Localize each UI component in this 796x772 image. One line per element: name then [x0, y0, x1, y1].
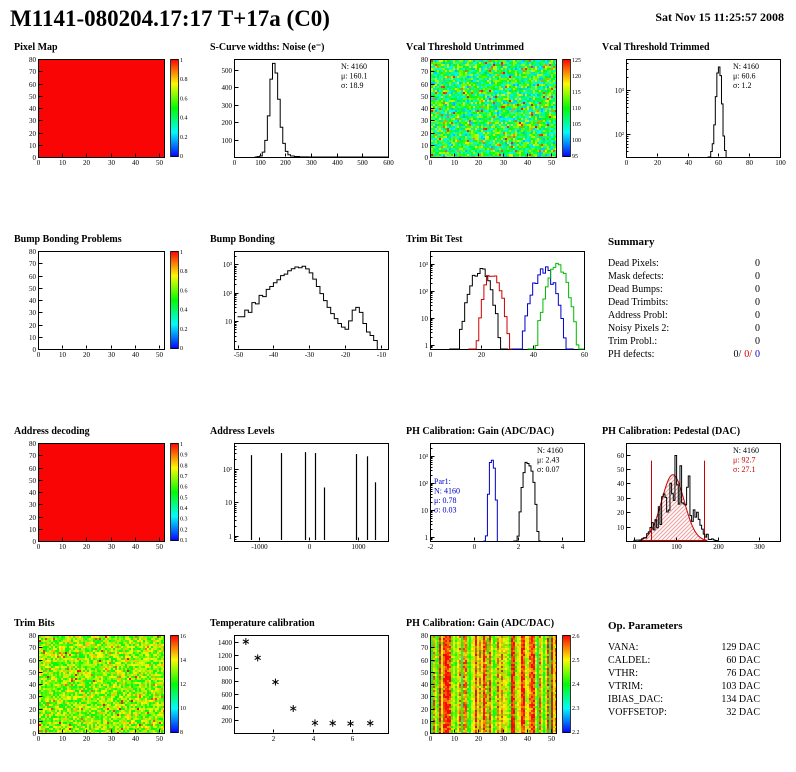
- summary-row-label: Dead Pixels:: [608, 258, 659, 269]
- summary-row-label: PH defects:: [608, 349, 655, 360]
- ph-gain-heatmap: [404, 630, 592, 746]
- summary-row: Address Probl: 0: [608, 309, 760, 322]
- ph-defects-values: 0/0/0: [730, 348, 760, 361]
- chart-title: S-Curve widths: Noise (e⁻): [210, 42, 325, 53]
- page-title: M1141-080204.17:17 T+17a (C0): [10, 6, 330, 31]
- summary-row: Dead Trimbits: 0: [608, 296, 760, 309]
- summary-row: Dead Pixels: 0: [608, 257, 760, 270]
- chart-title: Vcal Threshold Trimmed: [602, 42, 710, 53]
- op-parameter-row: VOFFSETOP: 32 DAC: [608, 706, 760, 719]
- op-parameter-value: 32 DAC: [726, 707, 760, 718]
- panel-ph-gain-histogram: PH Calibration: Gain (ADC/DAC): [404, 426, 596, 554]
- temperature-calibration-plot: [208, 630, 396, 746]
- bump-bonding-problems-map: [12, 246, 200, 362]
- chart-title: PH Calibration: Pedestal (DAC): [602, 426, 741, 437]
- report-header: M1141-080204.17:17 T+17a (C0) Sat Nov 15…: [0, 0, 796, 38]
- scurve-noise-histogram: [208, 54, 396, 170]
- op-parameter-label: VOFFSETOP:: [608, 707, 667, 718]
- chart-title: Vcal Threshold Untrimmed: [406, 42, 524, 53]
- panel-ph-pedestal: PH Calibration: Pedestal (DAC): [600, 426, 792, 554]
- address-decoding-heatmap: [12, 438, 200, 554]
- chart-title: Trim Bit Test: [406, 234, 463, 245]
- panel-address-decoding: Address decoding: [12, 426, 204, 554]
- chart-title: Address Levels: [210, 426, 275, 437]
- panel-summary: Summary Dead Pixels: 0 Mask defects: 0 Dea…: [600, 234, 792, 362]
- summary-row-ph-defects: PH defects: 0/0/0: [608, 348, 760, 361]
- report-timestamp: Sat Nov 15 11:25:57 2008: [655, 10, 784, 24]
- bump-bonding-histogram: [208, 246, 396, 362]
- chart-title: Pixel Map: [14, 42, 58, 53]
- summary-row-value: 0: [755, 271, 760, 282]
- chart-title: Bump Bonding Problems: [14, 234, 122, 245]
- panel-bump-bonding: Bump Bonding: [208, 234, 400, 362]
- panel-trim-bits: Trim Bits: [12, 618, 204, 746]
- panel-pixel-map: Pixel Map: [12, 42, 204, 170]
- summary-row-label: Dead Trimbits:: [608, 297, 669, 308]
- op-parameter-value: 60 DAC: [726, 655, 760, 666]
- chart-title: PH Calibration: Gain (ADC/DAC): [406, 618, 555, 629]
- op-parameter-label: VTHR:: [608, 668, 638, 679]
- chart-title: Address decoding: [14, 426, 90, 437]
- panel-temperature-calibration: Temperature calibration: [208, 618, 400, 746]
- summary-row-label: Trim Probl.:: [608, 336, 658, 347]
- vcal-untrimmed-heatmap: [404, 54, 592, 170]
- panel-address-levels: Address Levels: [208, 426, 400, 554]
- panel-bump-bonding-problems: Bump Bonding Problems: [12, 234, 204, 362]
- summary-row-value: 0: [755, 284, 760, 295]
- summary-row-value: 0: [755, 336, 760, 347]
- op-parameter-row: VTHR: 76 DAC: [608, 667, 760, 680]
- summary-row-value: 0: [755, 310, 760, 321]
- summary-row-label: Address Probl:: [608, 310, 668, 321]
- op-parameter-label: VTRIM:: [608, 681, 643, 692]
- op-parameter-row: IBIAS_DAC: 134 DAC: [608, 693, 760, 706]
- summary-row: Noisy Pixels 2: 0: [608, 322, 760, 335]
- pixel-map-heatmap: [12, 54, 200, 170]
- op-parameters-title: Op. Parameters: [608, 620, 683, 632]
- panel-vcal-trimmed: Vcal Threshold Trimmed: [600, 42, 792, 170]
- panel-op-parameters: Op. Parameters VANA: 129 DAC CALDEL: 60 DA…: [600, 618, 792, 746]
- summary-row-value: 0: [755, 323, 760, 334]
- summary-row-label: Noisy Pixels 2:: [608, 323, 670, 334]
- summary-row-value: 0: [755, 297, 760, 308]
- address-levels-histogram: [208, 438, 396, 554]
- op-parameter-row: CALDEL: 60 DAC: [608, 654, 760, 667]
- trim-bit-test-histogram: [404, 246, 592, 362]
- op-parameter-value: 76 DAC: [726, 668, 760, 679]
- ph-defect-count-red: 0/: [744, 349, 752, 360]
- ph-defect-count-black: 0/: [733, 349, 742, 360]
- chart-title: PH Calibration: Gain (ADC/DAC): [406, 426, 555, 437]
- op-parameter-label: VANA:: [608, 642, 639, 653]
- chart-title: Temperature calibration: [210, 618, 315, 629]
- chart-title: Trim Bits: [14, 618, 55, 629]
- report-grid: Pixel Map S-Curve widths: Noise (e⁻) Vca…: [0, 38, 796, 746]
- op-parameter-value: 129 DAC: [721, 642, 760, 653]
- op-parameter-row: VANA: 129 DAC: [608, 641, 760, 654]
- summary-row: Mask defects: 0: [608, 270, 760, 283]
- summary-row-label: Dead Bumps:: [608, 284, 663, 295]
- panel-ph-gain-map: PH Calibration: Gain (ADC/DAC): [404, 618, 596, 746]
- summary-row-value: 0: [755, 258, 760, 269]
- chart-title: Bump Bonding: [210, 234, 275, 245]
- op-parameter-label: CALDEL:: [608, 655, 651, 666]
- op-parameter-value: 134 DAC: [721, 694, 760, 705]
- summary-row: Dead Bumps: 0: [608, 283, 760, 296]
- vcal-trimmed-histogram: [600, 54, 788, 170]
- summary-row-label: Mask defects:: [608, 271, 664, 282]
- op-parameter-value: 103 DAC: [721, 681, 760, 692]
- ph-pedestal-histogram: [600, 438, 788, 554]
- op-parameter-row: VTRIM: 103 DAC: [608, 680, 760, 693]
- panel-vcal-untrimmed: Vcal Threshold Untrimmed: [404, 42, 596, 170]
- panel-scurve-noise: S-Curve widths: Noise (e⁻): [208, 42, 400, 170]
- op-parameter-label: IBIAS_DAC:: [608, 694, 664, 705]
- summary-title: Summary: [608, 236, 655, 248]
- trim-bits-heatmap: [12, 630, 200, 746]
- summary-row: Trim Probl.: 0: [608, 335, 760, 348]
- ph-gain-histogram: [404, 438, 592, 554]
- panel-trim-bit-test: Trim Bit Test: [404, 234, 596, 362]
- ph-defect-count-blue: 0: [755, 349, 760, 360]
